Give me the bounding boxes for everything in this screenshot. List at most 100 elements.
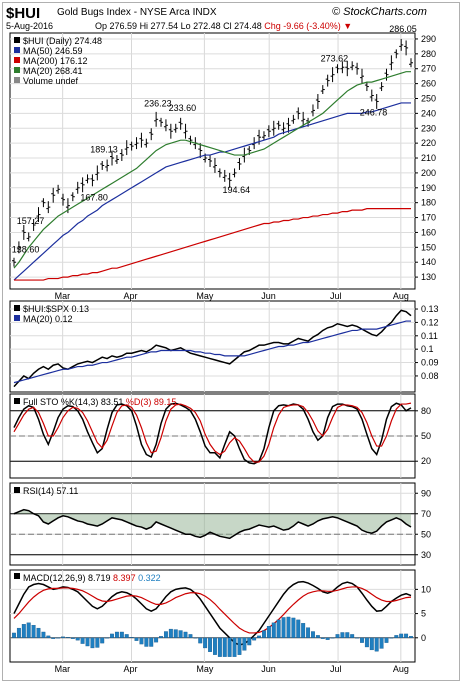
y-tick-label: 210 <box>421 153 436 163</box>
y-tick-label: 240 <box>421 108 436 118</box>
y-tick-label: 0.11 <box>421 331 438 341</box>
macd-histogram-bar <box>188 634 193 638</box>
y-tick-label: 150 <box>421 242 436 252</box>
price-annotation: 273.62 <box>321 54 349 64</box>
macd-histogram-bar <box>16 627 21 638</box>
series-line-price-3 <box>13 71 411 269</box>
macd-histogram-bar <box>394 635 399 638</box>
macd-histogram-bar <box>355 637 360 639</box>
series-line-rsi-0 <box>13 508 412 540</box>
x-tick-label: Jul <box>330 664 342 674</box>
macd-histogram-bar <box>90 637 95 649</box>
macd-histogram-bar <box>26 622 31 638</box>
y-tick-label: 80 <box>421 406 431 416</box>
macd-histogram-bar <box>144 637 149 647</box>
y-tick-label: 0.1 <box>421 344 434 354</box>
price-annotation: 157.27 <box>17 216 45 226</box>
legend-label-price: MA(200) 176.12 <box>23 56 88 66</box>
macd-histogram-bar <box>262 630 266 638</box>
macd-histogram-bar <box>41 631 46 638</box>
y-tick-label: 70 <box>421 509 431 519</box>
macd-histogram-bar <box>247 637 252 646</box>
macd-histogram-bar <box>301 623 306 638</box>
legend-swatch <box>14 305 20 311</box>
macd-histogram-bar <box>149 637 154 647</box>
x-tick-label: Apr <box>124 664 138 674</box>
y-tick-label: 270 <box>421 64 436 74</box>
macd-histogram-bar <box>36 627 41 638</box>
legend-volume: Volume undef <box>23 76 79 86</box>
x-tick-label: Jun <box>261 291 276 301</box>
macd-histogram-bar <box>237 637 242 655</box>
macd-histogram-bar <box>56 637 61 639</box>
legend-swatch <box>14 47 20 53</box>
macd-histogram-bar <box>173 629 178 638</box>
macd-histogram-bar <box>404 633 409 638</box>
macd-histogram-bar <box>154 637 159 643</box>
macd-histogram-bar <box>330 637 335 639</box>
macd-histogram-bar <box>119 631 124 638</box>
x-tick-label: Jun <box>261 664 276 674</box>
macd-histogram-bar <box>311 631 315 638</box>
macd-histogram-bar <box>286 616 291 638</box>
legend-macd-part: 0.322 <box>136 573 161 583</box>
legend-macd-part: MACD(12,26,9) 8.719 <box>23 573 111 583</box>
macd-histogram-bar <box>320 637 325 639</box>
macd-histogram-bar <box>379 637 384 649</box>
price-annotation: 246.78 <box>360 107 388 117</box>
x-tick-label: Mar <box>55 291 71 301</box>
security-name: Gold Bugs Index - NYSE Arca INDX <box>57 7 217 18</box>
series-line-macd-0 <box>13 580 412 646</box>
legend-swatch <box>14 315 20 321</box>
y-tick-label: 5 <box>421 609 426 619</box>
x-tick-label: Apr <box>124 291 138 301</box>
macd-histogram-bar <box>350 634 355 638</box>
macd-histogram-bar <box>409 636 413 638</box>
panel-frame-rsi <box>9 482 416 566</box>
macd-histogram-bar <box>222 637 227 657</box>
low-value: Lo 272.48 <box>180 21 221 31</box>
legend-label-ratio: MA(20) 0.12 <box>23 314 73 324</box>
macd-histogram-bar <box>345 632 350 638</box>
macd-histogram-bar <box>61 636 65 638</box>
price-annotation: 194.64 <box>223 185 251 195</box>
macd-histogram-bar <box>335 634 340 638</box>
y-tick-label: 0.09 <box>421 358 439 368</box>
symbol-title: $HUI <box>6 5 41 22</box>
legend-swatch <box>14 573 20 579</box>
macd-histogram-bar <box>242 637 247 651</box>
x-tick-label: Jul <box>330 291 342 301</box>
macd-histogram-bar <box>65 637 70 638</box>
macd-histogram-bar <box>178 630 183 638</box>
price-annotation: 286.05 <box>389 24 417 34</box>
macd-histogram-bar <box>296 619 301 638</box>
y-tick-label: 290 <box>421 34 436 44</box>
macd-histogram-bar <box>70 637 75 639</box>
y-tick-label: 260 <box>421 79 436 89</box>
macd-histogram-bar <box>21 624 26 638</box>
x-tick-label: Aug <box>393 291 409 301</box>
price-annotation: 167.80 <box>80 192 108 202</box>
price-annotation: 236.23 <box>144 98 172 108</box>
macd-histogram-bar <box>80 637 85 644</box>
macd-histogram-bar <box>232 637 237 657</box>
y-tick-label: 0 <box>421 633 426 643</box>
macd-histogram-bar <box>271 622 276 638</box>
macd-histogram-bar <box>227 637 232 657</box>
y-tick-label: 0.13 <box>421 304 439 314</box>
legend-label-ratio: $HUI:$SPX 0.13 <box>23 304 89 314</box>
y-tick-label: 130 <box>421 272 436 282</box>
y-tick-label: 0.12 <box>421 317 439 327</box>
high-value: Hi 277.54 <box>139 21 179 31</box>
macd-histogram-bar <box>315 635 320 638</box>
x-tick-label: May <box>196 664 214 674</box>
y-tick-label: 140 <box>421 257 436 267</box>
close-value: Cl 274.48 <box>223 21 262 31</box>
macd-histogram-bar <box>129 637 134 638</box>
macd-histogram-bar <box>276 619 281 638</box>
macd-histogram-bar <box>384 637 389 643</box>
macd-histogram-bar <box>134 637 139 641</box>
macd-histogram-bar <box>374 637 379 652</box>
macd-histogram-bar <box>389 637 394 639</box>
quote-bar: Op 276.59 Hi 277.54 Lo 272.48 Cl 274.48 … <box>95 21 352 31</box>
